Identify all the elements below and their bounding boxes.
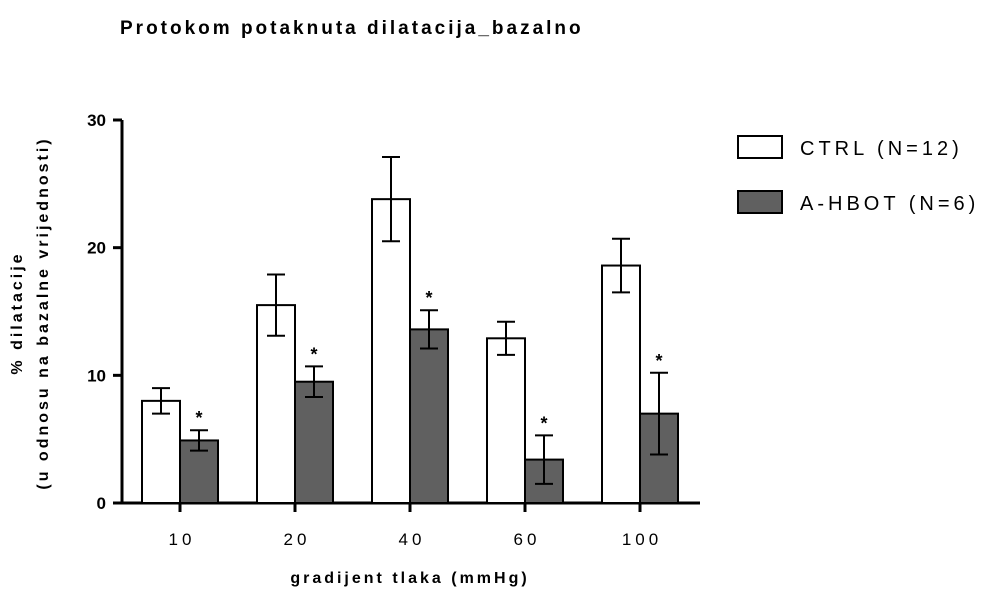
plot-area: 0 10 20 30 10 20 40 60 100 * * * * * bbox=[87, 111, 700, 549]
y-axis-label: % dilatacije (u odnosu na bazalne vrijed… bbox=[9, 136, 52, 489]
chart-title: Protokom potaknuta dilatacija_bazalno bbox=[120, 18, 584, 39]
x-tick-label: 40 bbox=[399, 530, 426, 549]
bar-ctrl bbox=[601, 264, 641, 505]
y-axis-label-line2: (u odnosu na bazalne vrijednosti) bbox=[35, 136, 52, 489]
significance-marker: * bbox=[540, 413, 547, 433]
legend-label-a-hbot: A-HBOT (N=6) bbox=[800, 193, 979, 215]
x-tick-label: 10 bbox=[169, 530, 196, 549]
x-tick-label: 20 bbox=[284, 530, 311, 549]
legend: CTRL (N=12) A-HBOT (N=6) bbox=[737, 135, 979, 215]
x-tick-label: 60 bbox=[514, 530, 541, 549]
y-tick-label: 0 bbox=[97, 494, 106, 513]
bar-ctrl bbox=[141, 399, 181, 504]
y-tick-label: 30 bbox=[87, 111, 106, 130]
legend-swatch-ctrl bbox=[737, 135, 783, 159]
bar-ctrl bbox=[371, 198, 411, 505]
y-tick-label: 20 bbox=[87, 239, 106, 258]
legend-label-ctrl: CTRL (N=12) bbox=[800, 138, 963, 160]
significance-marker: * bbox=[655, 351, 662, 371]
x-axis-label: gradijent tlaka (mmHg) bbox=[290, 570, 529, 587]
significance-marker: * bbox=[425, 288, 432, 308]
significance-marker: * bbox=[195, 408, 202, 428]
bar-a-hbot bbox=[294, 380, 334, 505]
y-axis-label-line1: % dilatacije bbox=[9, 251, 26, 374]
legend-swatch-a-hbot bbox=[737, 190, 783, 214]
significance-marker: * bbox=[310, 344, 317, 364]
bar-ctrl bbox=[486, 337, 526, 504]
y-tick-label: 10 bbox=[87, 366, 106, 385]
bar-a-hbot bbox=[409, 328, 449, 504]
x-tick-label: 100 bbox=[622, 530, 662, 549]
